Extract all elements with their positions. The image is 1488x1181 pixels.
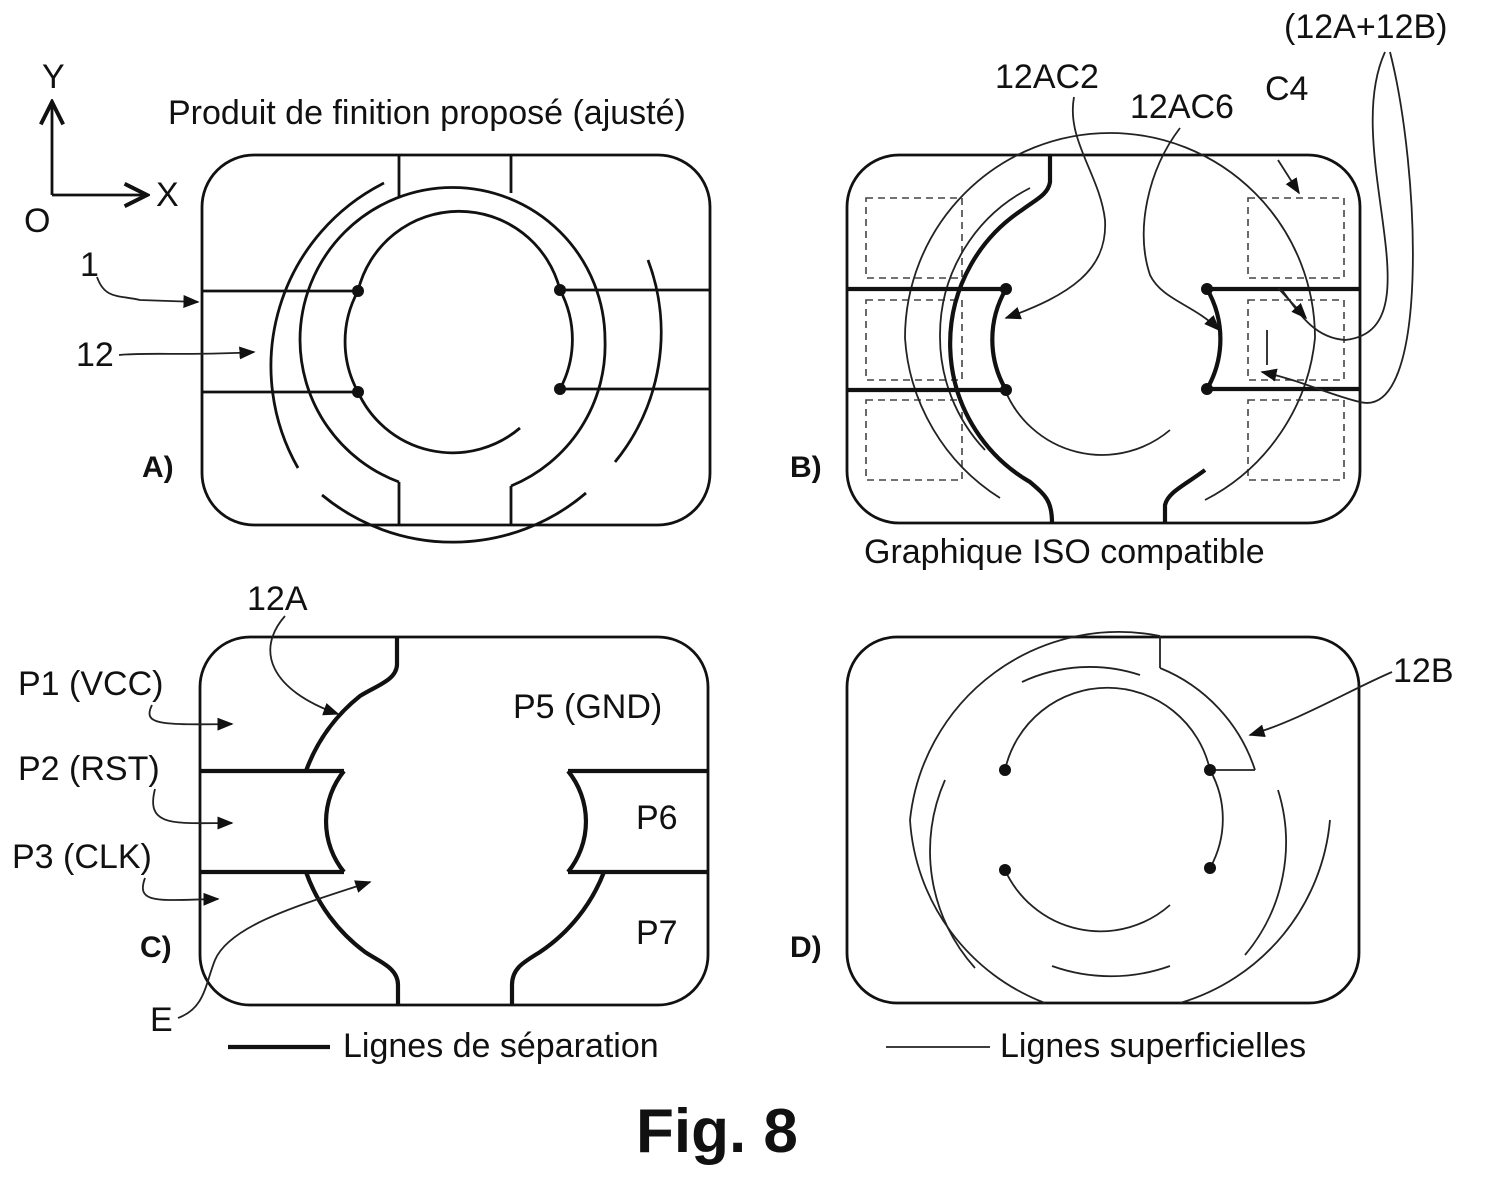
panel-a-dot (352, 285, 364, 297)
panel-c: 12A P1 (VCC) P2 (RST) P3 (CLK) P5 (GND) … (12, 580, 708, 1039)
panel-d-dot (999, 764, 1011, 776)
panel-a: Produit de finition proposé (ajusté) (76, 94, 710, 542)
leader-12ac2 (1006, 97, 1105, 318)
panel-d-dot (999, 864, 1011, 876)
leader-12a-12b-upper-tip (1278, 288, 1306, 318)
panel-a-dot (554, 284, 566, 296)
leader-e (178, 882, 370, 1018)
panel-c-p2: P2 (RST) (18, 750, 160, 788)
legend-surface-label: Lignes superficielles (1000, 1027, 1306, 1065)
panel-b-surface-lines (905, 133, 1315, 500)
panel-b-ref-12ac2: 12AC2 (995, 58, 1099, 96)
leader-p3 (143, 878, 218, 900)
leader-p1 (149, 705, 232, 724)
legend: Lignes de séparation Lignes superficiell… (228, 1027, 1306, 1065)
panel-b-ref-c4: C4 (1265, 70, 1308, 108)
panel-b-ref-12a-12b: (12A+12B) (1284, 8, 1448, 46)
panel-d-card-outline (847, 637, 1359, 1003)
panel-a-dot (352, 386, 364, 398)
panel-c-ref-e: E (150, 1001, 173, 1039)
leader-12b (1250, 672, 1392, 735)
leader-12 (119, 352, 254, 355)
panel-d-dot (1204, 862, 1216, 874)
leader-p2 (153, 789, 232, 823)
leader-1 (97, 277, 198, 302)
panel-b-dot (1000, 283, 1012, 295)
panel-b-dot (1201, 283, 1213, 295)
panel-c-p3: P3 (CLK) (12, 838, 152, 876)
panel-c-p7: P7 (636, 914, 678, 952)
panel-b-letter: B) (790, 451, 822, 484)
legend-separation-label: Lignes de séparation (343, 1027, 659, 1065)
panel-a-arcs (271, 183, 661, 542)
panel-b: 12AC2 12AC6 C4 (12A+12B) B) Graphique IS… (790, 8, 1448, 571)
panel-c-p5: P5 (GND) (513, 688, 662, 726)
panel-d-letter: D) (790, 931, 822, 964)
figure-label: Fig. 8 (636, 1097, 798, 1166)
panel-d-dot (1204, 764, 1216, 776)
panel-d: 12B D) (790, 632, 1454, 1003)
panel-d-ref-12b: 12B (1393, 652, 1454, 690)
panel-b-dot (1000, 384, 1012, 396)
leader-12a (270, 616, 338, 714)
panel-c-p1: P1 (VCC) (18, 665, 163, 703)
origin-label: O (24, 202, 50, 240)
panel-b-caption: Graphique ISO compatible (864, 533, 1265, 571)
panel-b-dot (1201, 383, 1213, 395)
leader-c4 (1278, 160, 1299, 193)
panel-d-surface-lines (910, 632, 1330, 1003)
panel-a-dot (554, 383, 566, 395)
x-axis-label: X (156, 176, 179, 214)
panel-b-ref-12ac6: 12AC6 (1130, 88, 1234, 126)
panel-a-ref-1: 1 (80, 246, 99, 284)
panel-c-p6: P6 (636, 799, 678, 837)
panel-c-letter: C) (140, 931, 172, 964)
panel-a-title: Produit de finition proposé (ajusté) (168, 94, 686, 132)
panel-a-letter: A) (142, 451, 174, 484)
panel-c-ref-12a: 12A (247, 580, 308, 618)
y-axis-label: Y (42, 58, 65, 96)
axes: Y X O (24, 58, 179, 240)
panel-a-ref-12: 12 (76, 336, 114, 374)
